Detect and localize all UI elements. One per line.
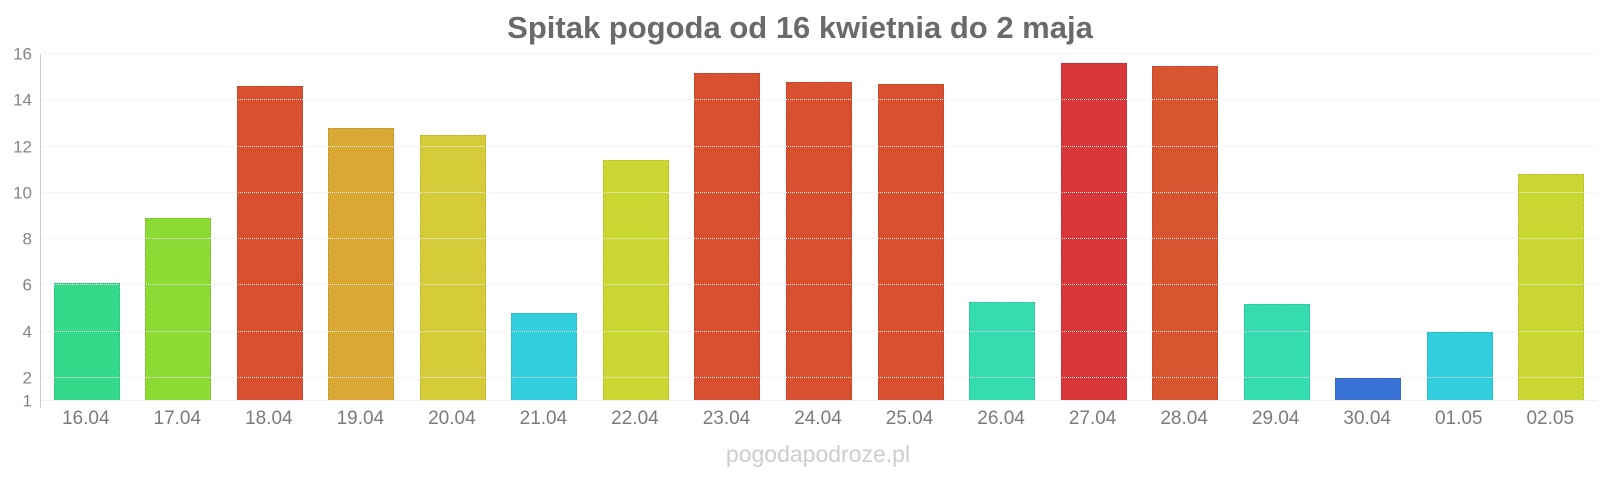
bar-01.05[interactable] bbox=[1427, 332, 1493, 401]
bar-26.04[interactable] bbox=[969, 302, 1035, 401]
y-tick-label-10: 10 bbox=[13, 184, 32, 201]
gridline-14 bbox=[41, 99, 1597, 100]
y-tick-label-2: 2 bbox=[23, 369, 32, 386]
chart-title: Spitak pogoda od 16 kwietnia do 2 maja bbox=[0, 10, 1600, 46]
gridline-6 bbox=[41, 284, 1597, 285]
plot-area bbox=[40, 54, 1597, 401]
gridline-4 bbox=[41, 331, 1597, 332]
gridline-16 bbox=[41, 53, 1597, 54]
bar-slot-24.04 bbox=[773, 54, 865, 401]
x-tick-label-26.04: 26.04 bbox=[955, 408, 1047, 431]
bar-20.04[interactable] bbox=[420, 135, 486, 401]
bar-29.04[interactable] bbox=[1244, 304, 1310, 401]
bar-slot-19.04 bbox=[316, 54, 408, 401]
bar-slot-22.04 bbox=[590, 54, 682, 401]
bar-slot-25.04 bbox=[865, 54, 957, 401]
bar-02.05[interactable] bbox=[1518, 174, 1584, 401]
x-tick-label-27.04: 27.04 bbox=[1047, 408, 1139, 431]
bar-16.04[interactable] bbox=[54, 283, 120, 401]
bar-slot-01.05 bbox=[1414, 54, 1506, 401]
bar-22.04[interactable] bbox=[603, 160, 669, 401]
x-tick-label-01.05: 01.05 bbox=[1413, 408, 1505, 431]
y-tick-label-1: 1 bbox=[23, 393, 32, 410]
weather-bar-chart: Spitak pogoda od 16 kwietnia do 2 maja 1… bbox=[0, 0, 1600, 480]
bar-slot-27.04 bbox=[1048, 54, 1140, 401]
x-axis: 16.0417.0418.0419.0420.0421.0422.0423.04… bbox=[40, 408, 1596, 431]
bar-21.04[interactable] bbox=[511, 313, 577, 401]
y-tick-label-8: 8 bbox=[23, 231, 32, 248]
x-tick-label-21.04: 21.04 bbox=[498, 408, 590, 431]
bar-slot-23.04 bbox=[682, 54, 774, 401]
bar-slot-26.04 bbox=[956, 54, 1048, 401]
bar-slot-16.04 bbox=[41, 54, 133, 401]
x-tick-label-22.04: 22.04 bbox=[589, 408, 681, 431]
bar-slot-17.04 bbox=[133, 54, 225, 401]
x-tick-label-28.04: 28.04 bbox=[1138, 408, 1230, 431]
x-tick-label-02.05: 02.05 bbox=[1505, 408, 1597, 431]
bar-19.04[interactable] bbox=[328, 128, 394, 401]
bar-27.04[interactable] bbox=[1061, 63, 1127, 401]
x-tick-label-19.04: 19.04 bbox=[315, 408, 407, 431]
y-tick-label-16: 16 bbox=[13, 46, 32, 63]
bar-slot-18.04 bbox=[224, 54, 316, 401]
gridline-1 bbox=[41, 400, 1597, 401]
y-axis-tick bbox=[40, 401, 41, 408]
x-tick-label-25.04: 25.04 bbox=[864, 408, 956, 431]
bars-row bbox=[41, 54, 1597, 401]
x-tick-label-17.04: 17.04 bbox=[132, 408, 224, 431]
bar-25.04[interactable] bbox=[878, 84, 944, 401]
bar-30.04[interactable] bbox=[1335, 378, 1401, 401]
gridline-2 bbox=[41, 377, 1597, 378]
gridline-10 bbox=[41, 192, 1597, 193]
bar-23.04[interactable] bbox=[694, 73, 760, 401]
bar-slot-21.04 bbox=[499, 54, 591, 401]
y-tick-label-14: 14 bbox=[13, 92, 32, 109]
y-tick-label-12: 12 bbox=[13, 138, 32, 155]
y-axis: 1246810121416 bbox=[0, 54, 34, 401]
gridline-12 bbox=[41, 146, 1597, 147]
x-tick-label-20.04: 20.04 bbox=[406, 408, 498, 431]
bar-slot-28.04 bbox=[1139, 54, 1231, 401]
bar-slot-29.04 bbox=[1231, 54, 1323, 401]
bar-17.04[interactable] bbox=[145, 218, 211, 401]
x-tick-label-16.04: 16.04 bbox=[40, 408, 132, 431]
y-tick-label-6: 6 bbox=[23, 277, 32, 294]
x-tick-label-29.04: 29.04 bbox=[1230, 408, 1322, 431]
bar-slot-02.05 bbox=[1506, 54, 1598, 401]
bar-24.04[interactable] bbox=[786, 82, 852, 401]
gridline-8 bbox=[41, 238, 1597, 239]
bar-slot-20.04 bbox=[407, 54, 499, 401]
x-tick-label-18.04: 18.04 bbox=[223, 408, 315, 431]
x-tick-label-30.04: 30.04 bbox=[1321, 408, 1413, 431]
bar-slot-30.04 bbox=[1322, 54, 1414, 401]
x-tick-label-23.04: 23.04 bbox=[681, 408, 773, 431]
x-tick-label-24.04: 24.04 bbox=[772, 408, 864, 431]
bar-28.04[interactable] bbox=[1152, 66, 1218, 401]
bar-18.04[interactable] bbox=[237, 86, 303, 401]
site-watermark: pogodapodroze.pl bbox=[40, 441, 1596, 468]
y-tick-label-4: 4 bbox=[23, 323, 32, 340]
